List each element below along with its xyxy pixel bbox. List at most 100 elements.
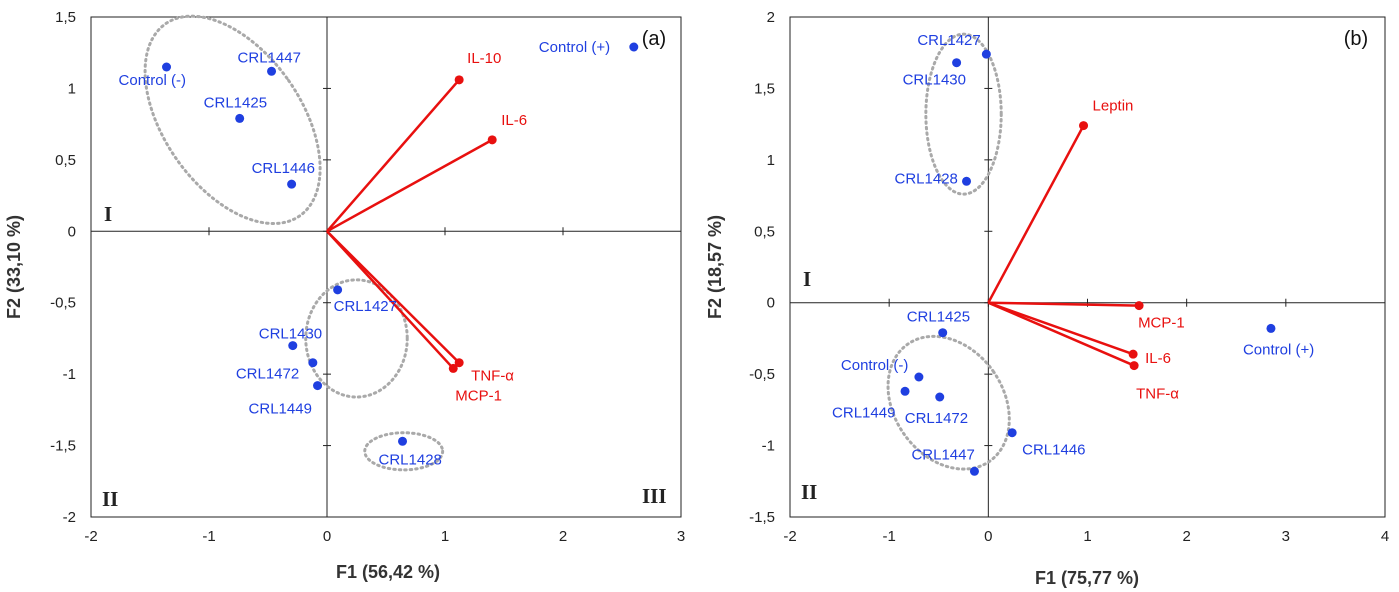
- point-crl1449: [900, 386, 910, 396]
- point-crl1472: [935, 392, 945, 402]
- point-crl1472: [308, 358, 318, 368]
- variable-label-tnf: TNF-α: [471, 368, 514, 385]
- vector-tip-il-6: [487, 135, 497, 145]
- point-label-crl1449: CRL1449: [249, 401, 312, 418]
- vector-tip-tnf: [1129, 361, 1139, 371]
- point-label-crl1447: CRL1447: [911, 446, 974, 463]
- y-tick-label: 1,5: [754, 80, 775, 97]
- y-tick-label: 0,5: [55, 152, 76, 169]
- x-tick-label: -2: [84, 528, 97, 545]
- vector-il-6: [987, 301, 1134, 356]
- point-crl1428: [962, 176, 972, 186]
- quadrant-label-ii: II: [102, 487, 118, 511]
- point-label-crl1428: CRL1428: [379, 451, 442, 468]
- point-label-crl1428: CRL1428: [895, 170, 958, 187]
- y-axis-title: F2 (33,10 %): [4, 215, 24, 319]
- x-axis-title: F1 (56,42 %): [336, 562, 440, 582]
- x-tick-label: 1: [1083, 528, 1091, 545]
- panel-a: -2 -1 0 1 2 3 -2 -1,5 -1 -0,5 0 0,5 1 1,5 F1 (56,42 %)…: [4, 9, 685, 582]
- y-tick-label: -1: [63, 366, 76, 383]
- y-tick-label: 2: [767, 9, 775, 26]
- point-label-control: Control (+): [1243, 341, 1314, 358]
- variable-label-il-6: IL-6: [1145, 350, 1171, 367]
- vector-mcp-1: [326, 230, 455, 370]
- point-label-control: Control (-): [841, 357, 909, 374]
- vector-tip-il-10: [454, 75, 464, 85]
- x-tick-label: -1: [202, 528, 215, 545]
- vector-tip-il-6: [1128, 349, 1138, 359]
- point-crl1447: [267, 66, 277, 76]
- y-tick-label: -2: [63, 509, 76, 526]
- point-label-crl1430: CRL1430: [903, 72, 966, 89]
- plot-frame: [90, 16, 682, 518]
- y-tick-label: -1: [762, 438, 775, 455]
- point-control: [914, 372, 924, 382]
- y-tick-label: 0,5: [754, 223, 775, 240]
- point-control: [1266, 323, 1276, 333]
- vector-tip-tnf: [454, 358, 464, 368]
- quadrant-label-iii: III: [642, 484, 667, 508]
- y-tick-label: -0,5: [50, 295, 76, 312]
- point-label-crl1425: CRL1425: [204, 94, 267, 111]
- x-tick-label: 1: [441, 528, 449, 545]
- vector-tip-leptin: [1079, 121, 1089, 131]
- point-crl1449: [313, 381, 323, 391]
- y-tick-label: -0,5: [749, 366, 775, 383]
- quadrant-label-i: I: [803, 267, 811, 291]
- x-tick-label: 0: [984, 528, 992, 545]
- point-label-crl1425: CRL1425: [907, 309, 970, 326]
- y-tick-label: -1,5: [50, 438, 76, 455]
- y-tick-label: 0: [68, 223, 76, 240]
- vector-tnf: [987, 301, 1135, 367]
- point-label-crl1430: CRL1430: [259, 326, 322, 343]
- point-crl1425: [938, 328, 948, 338]
- y-axis-title: F2 (18,57 %): [705, 215, 725, 319]
- panel-label: (b): [1344, 28, 1368, 50]
- point-crl1425: [235, 113, 245, 123]
- variable-label-mcp-1: MCP-1: [1138, 315, 1185, 332]
- point-label-control: Control (+): [539, 39, 610, 56]
- cluster-ellipse: [886, 334, 1011, 471]
- point-label-crl1427: CRL1427: [917, 32, 980, 49]
- point-crl1446: [287, 179, 297, 189]
- vector-il-6: [326, 138, 493, 233]
- point-label-crl1427: CRL1427: [334, 298, 397, 315]
- y-tick-label: 1,5: [55, 9, 76, 26]
- point-crl1427: [333, 285, 343, 295]
- y-tick-label: 0: [767, 295, 775, 312]
- cluster-ellipse: [363, 431, 445, 472]
- point-label-crl1472: CRL1472: [236, 366, 299, 383]
- vector-tip-mcp-1: [448, 363, 458, 373]
- x-tick-label: -2: [783, 528, 796, 545]
- point-label-crl1447: CRL1447: [238, 49, 301, 66]
- variable-label-leptin: Leptin: [1093, 98, 1134, 115]
- panel-b: -2 -1 0 1 2 3 4 -1,5 -1 -0,5 0 0,5 1 1,5 2 F1 (75,77 %)…: [705, 9, 1389, 588]
- vector-tnf: [326, 230, 461, 364]
- vector-tip-mcp-1: [1134, 301, 1144, 311]
- point-crl1430: [288, 341, 298, 351]
- x-tick-label: -1: [882, 528, 895, 545]
- quadrant-label-ii: II: [801, 480, 817, 504]
- quadrant-label-i: I: [104, 202, 112, 226]
- point-crl1430: [952, 58, 962, 68]
- point-crl1427: [981, 49, 991, 59]
- plot-frame: [789, 16, 1386, 518]
- point-control: [162, 62, 172, 72]
- vector-leptin: [987, 124, 1085, 304]
- y-tick-label: 1: [767, 152, 775, 169]
- variable-label-il-6: IL-6: [501, 112, 527, 129]
- x-tick-label: 3: [1282, 528, 1290, 545]
- point-crl1428: [398, 436, 408, 446]
- x-tick-label: 2: [559, 528, 567, 545]
- point-crl1446: [1007, 428, 1017, 438]
- vector-mcp-1: [988, 301, 1140, 307]
- x-tick-label: 0: [323, 528, 331, 545]
- cluster-ellipse: [304, 278, 409, 399]
- point-label-crl1446: CRL1446: [1022, 442, 1085, 459]
- variable-label-mcp-1: MCP-1: [455, 387, 502, 404]
- cluster-ellipse: [143, 14, 322, 226]
- cluster-ellipse: [924, 32, 1003, 196]
- variable-label-il-10: IL-10: [467, 50, 501, 67]
- x-axis-title: F1 (75,77 %): [1035, 568, 1139, 588]
